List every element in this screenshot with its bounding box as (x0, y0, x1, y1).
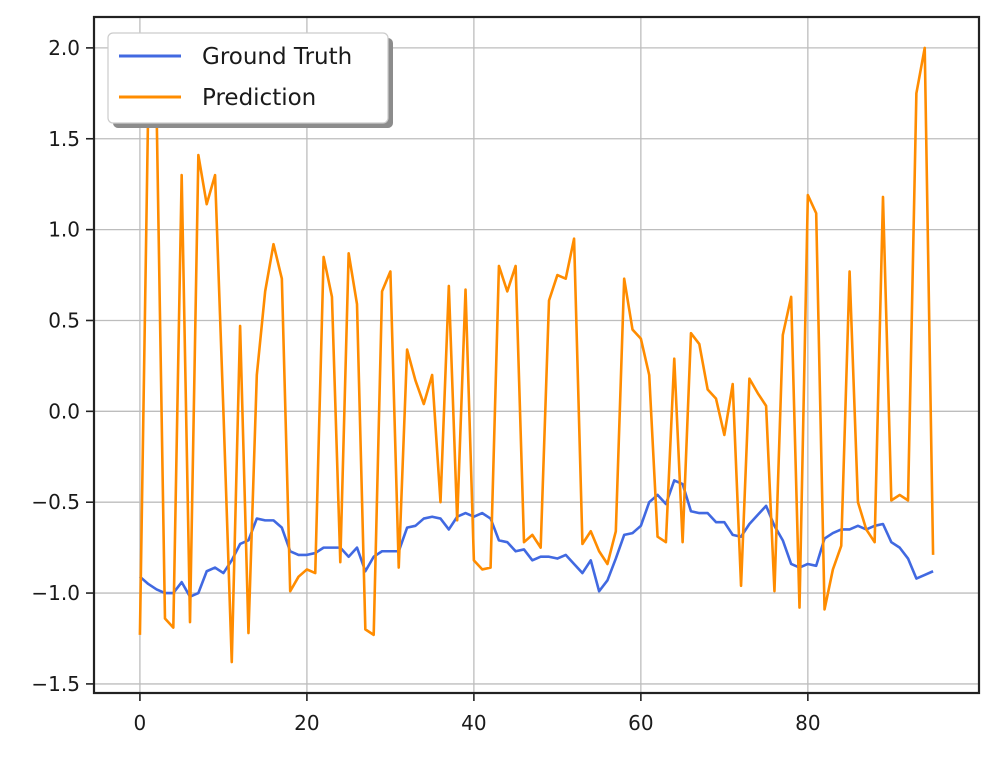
x-tick-label: 80 (795, 711, 820, 735)
y-tick-label: 1.5 (48, 127, 80, 151)
legend: Ground Truth Prediction (107, 32, 393, 128)
series-lines (138, 46, 935, 664)
series-line-ground-truth (139, 479, 934, 598)
grid-lines (94, 17, 979, 693)
legend-label-ground-truth: Ground Truth (202, 44, 352, 70)
y-tick-label: 0.5 (48, 308, 80, 332)
series-line-prediction (138, 46, 935, 664)
y-tick-label: −0.5 (31, 490, 80, 514)
legend-label-prediction: Prediction (202, 85, 316, 111)
x-tick-label: 20 (294, 711, 319, 735)
x-tick-label: 60 (628, 711, 653, 735)
axis-ticks (86, 47, 809, 701)
tick-labels: 0 20 40 60 80 −1.5 −1.0 −0.5 0.0 0.5 1.0 1.5 2.0 (31, 36, 820, 735)
y-tick-label: 2.0 (48, 36, 80, 60)
y-tick-label: 1.0 (48, 218, 80, 242)
y-tick-label: 0.0 (48, 399, 80, 423)
x-tick-label: 40 (461, 711, 486, 735)
y-tick-label: −1.0 (31, 581, 80, 605)
y-tick-label: −1.5 (31, 672, 80, 696)
plot-frame (92, 15, 981, 695)
x-tick-label: 0 (134, 711, 147, 735)
